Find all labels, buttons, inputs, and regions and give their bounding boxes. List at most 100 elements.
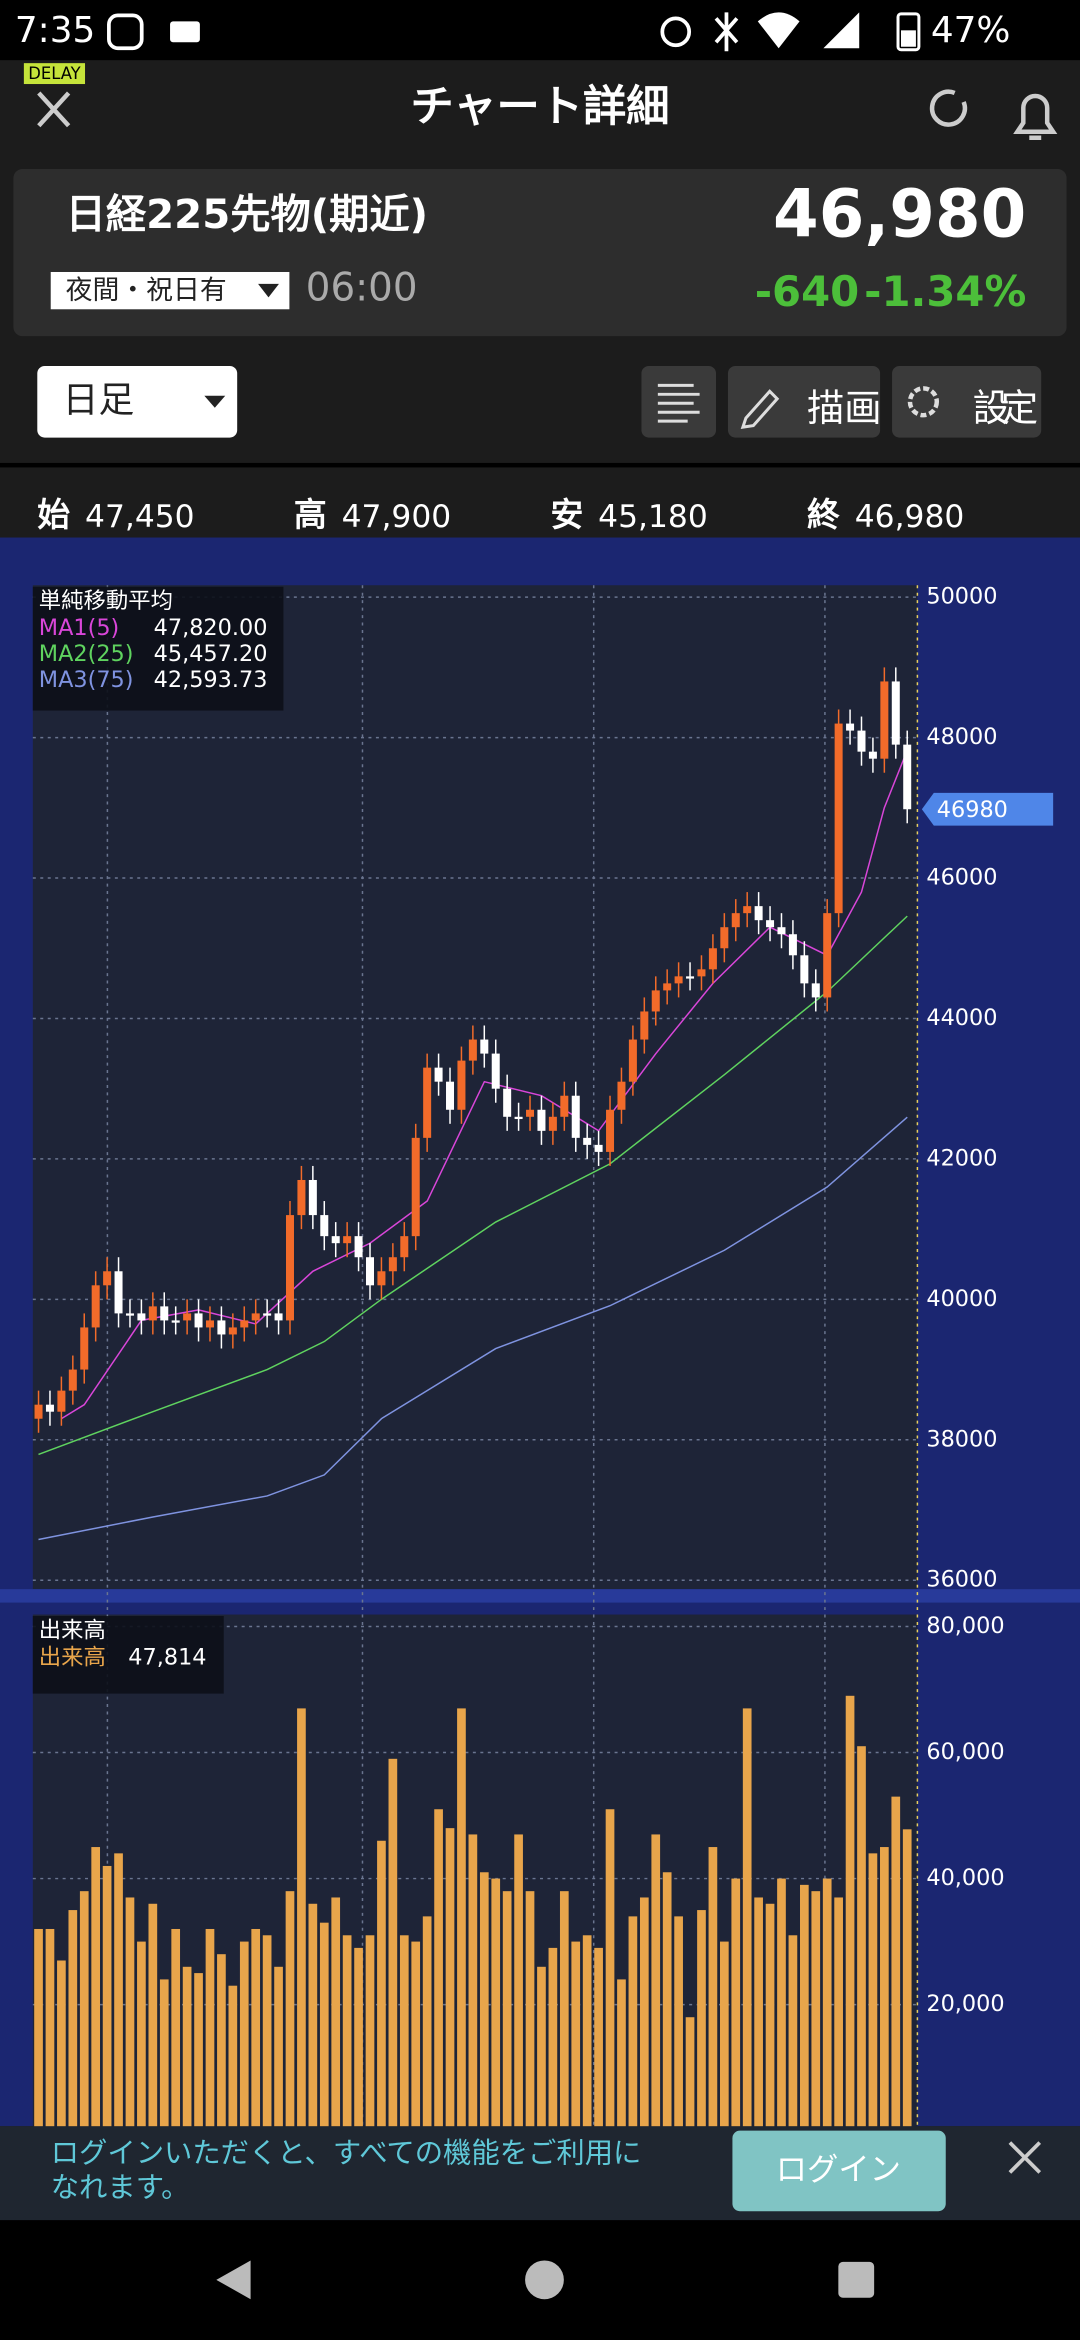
app-icon: [170, 21, 200, 43]
volume-bar: [34, 1928, 43, 2131]
candle-body: [343, 1236, 352, 1244]
divider: [0, 462, 1080, 468]
volume-bar: [125, 1897, 135, 2131]
volume-bar: [708, 1847, 718, 2131]
volume-bar: [891, 1796, 901, 2131]
nav-recent[interactable]: [838, 2261, 875, 2298]
volume-bar: [605, 1809, 615, 2131]
battery-level: [900, 30, 916, 47]
volume-bar: [217, 1954, 226, 2131]
candle-body: [320, 1215, 329, 1237]
candle-body: [331, 1236, 340, 1244]
volume-bar: [491, 1878, 501, 2131]
pane-divider: [0, 1589, 1080, 1603]
instrument-name: 日経225先物(期近): [66, 192, 428, 238]
candle-body: [308, 1179, 317, 1216]
candle-body: [686, 976, 695, 979]
candle-body: [91, 1285, 100, 1328]
price-change-pct: -1.34%: [864, 267, 1026, 316]
close-button[interactable]: [37, 91, 71, 128]
wifi-icon: [757, 12, 800, 49]
volume-bar: [777, 1878, 786, 2131]
nav-back[interactable]: [216, 2260, 251, 2300]
price-change: -640: [755, 267, 859, 316]
indicator-icon: [657, 383, 700, 423]
candle-body: [788, 934, 797, 956]
volume-bar: [571, 1941, 581, 2131]
volume-bar: [880, 1847, 889, 2131]
pencil-icon: [740, 389, 780, 429]
volume-bar: [159, 1979, 169, 2131]
candle-body: [606, 1109, 615, 1152]
volume-bar: [799, 1884, 809, 2131]
moving-average-line: [61, 749, 908, 1420]
volume-bar: [399, 1935, 409, 2131]
volume-bar: [411, 1941, 421, 2131]
volume-bar: [834, 1897, 843, 2131]
draw-label: 描画: [807, 386, 882, 430]
banner-close[interactable]: [1008, 2141, 1042, 2174]
volume-bar: [331, 1897, 341, 2131]
candle-body: [754, 906, 763, 921]
volume-bar: [171, 1928, 181, 2131]
volume-bar: [194, 1973, 203, 2131]
charts: 36000 38000 40000 42000 44000 46000 48000 50000…: [32, 584, 1054, 2131]
login-label: ログイン: [776, 2152, 901, 2188]
volume-bar: [137, 1941, 146, 2131]
settings-button[interactable]: [892, 365, 1042, 438]
y-tick-label: 40000: [926, 1286, 997, 1312]
candle-body: [548, 1116, 557, 1131]
legend-value: 45,457.20: [154, 641, 268, 667]
candle-body: [846, 723, 855, 731]
volume-bar: [354, 1947, 363, 2131]
volume-bar: [102, 1865, 112, 2131]
legend-name: MA3(75): [39, 667, 134, 693]
volume-bar: [868, 1853, 878, 2131]
banner-text: なれます。: [51, 2171, 190, 2204]
volume-bar: [788, 1935, 798, 2131]
alarm-icon: [660, 16, 692, 48]
legend-title: 出来高: [39, 1617, 106, 1643]
volume-bar: [479, 1872, 489, 2131]
volume-bar: [79, 1891, 89, 2131]
candle-body: [537, 1109, 546, 1131]
moving-average-line: [38, 915, 908, 1456]
ohlc-label: 安: [550, 496, 583, 534]
login-button[interactable]: [732, 2130, 946, 2212]
candle-body: [80, 1327, 89, 1370]
ohlc-value: 47,900: [342, 499, 452, 535]
candle-body: [880, 681, 889, 759]
period-select[interactable]: [37, 365, 238, 438]
bluetooth-icon: [714, 12, 739, 52]
candle-body: [560, 1095, 569, 1117]
reload-button[interactable]: [929, 89, 968, 127]
volume-bar: [319, 1922, 329, 2131]
nav-home[interactable]: [525, 2260, 564, 2300]
candle-body: [800, 955, 809, 984]
ohlc-label: 終: [807, 496, 840, 534]
candle-body: [251, 1313, 260, 1321]
alert-button[interactable]: [1013, 93, 1058, 140]
session-select[interactable]: [50, 271, 290, 310]
candle-body: [366, 1257, 375, 1286]
candle-body: [446, 1081, 455, 1110]
legend-value: 47,820.00: [154, 615, 268, 641]
dropdown-arrow: [258, 283, 279, 298]
candle-body: [194, 1313, 203, 1328]
candle-body: [400, 1236, 409, 1258]
legend-value: 42,593.73: [154, 667, 268, 693]
volume-bar: [342, 1935, 352, 2131]
y-tick-label: 60,000: [926, 1739, 1004, 1765]
ohlc-value: 46,980: [855, 499, 965, 535]
candle-body: [377, 1271, 386, 1286]
volume-bar: [274, 1966, 283, 2131]
candle-body: [526, 1109, 535, 1117]
candle-body: [103, 1271, 112, 1286]
y-tick-label: 20,000: [926, 1991, 1004, 2017]
volume-bar: [742, 1708, 752, 2131]
candle-body: [114, 1271, 123, 1314]
volume-bar: [45, 1928, 55, 2131]
draw-button[interactable]: [727, 365, 881, 438]
y-tick-label: 46000: [926, 865, 997, 891]
volume-bar: [685, 2017, 695, 2131]
